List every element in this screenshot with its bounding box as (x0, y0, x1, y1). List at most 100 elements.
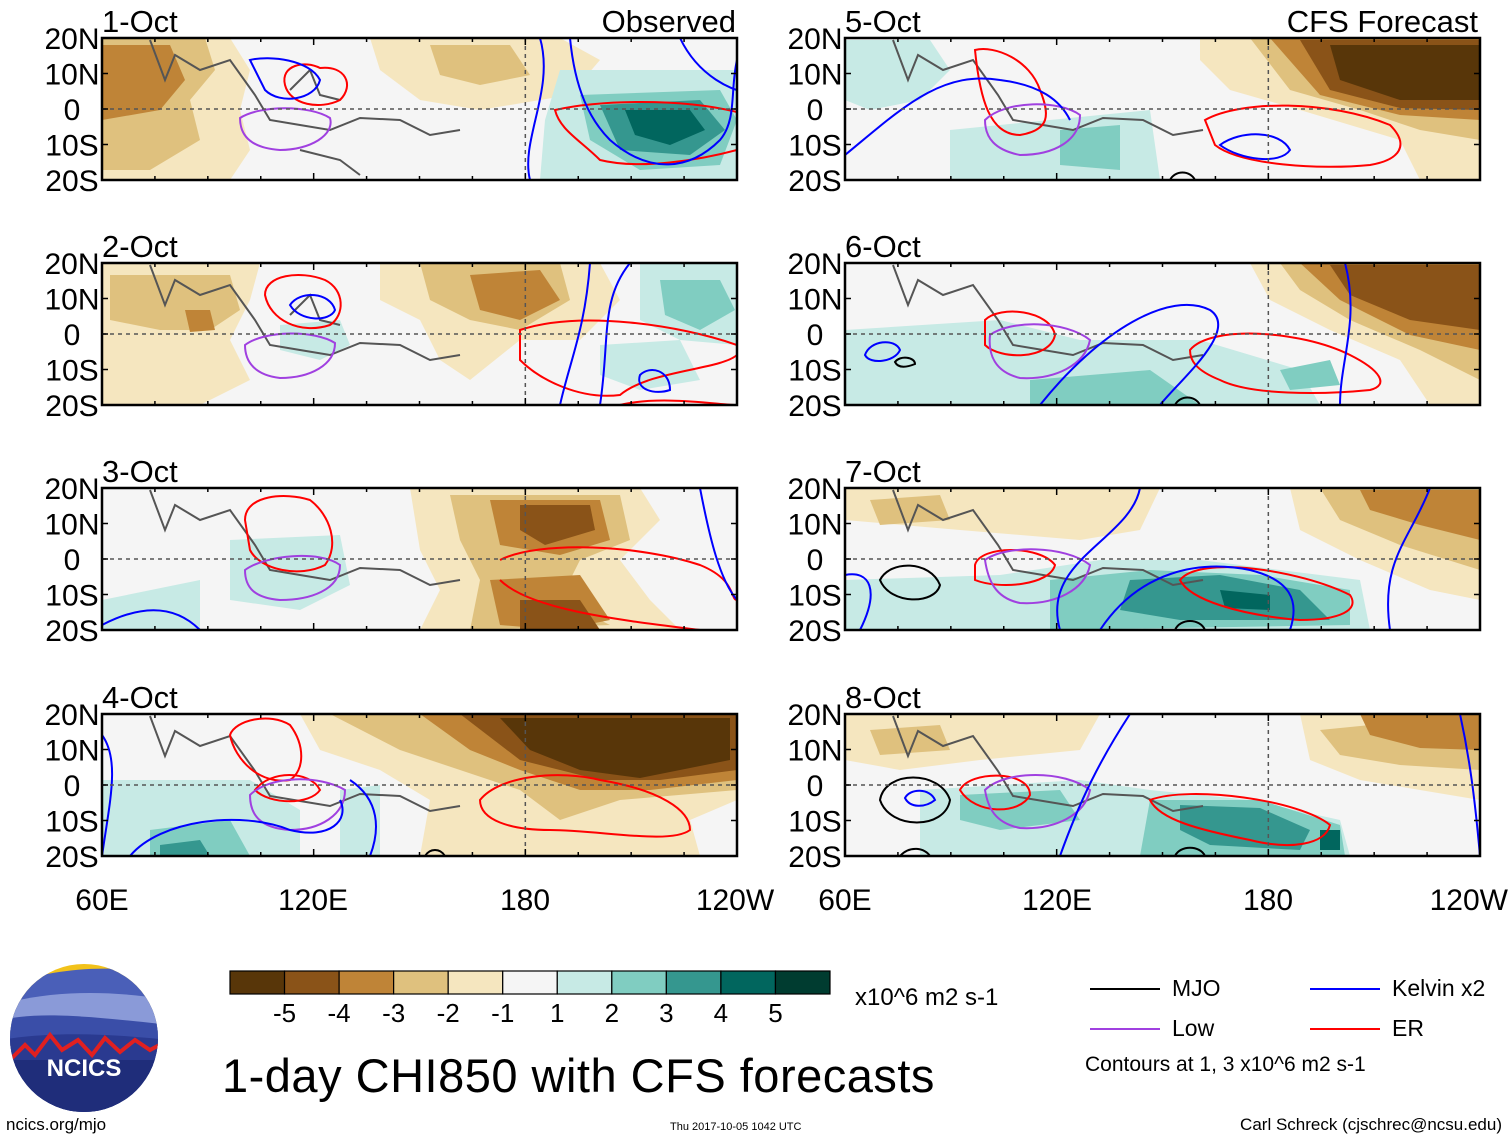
lat-label: 20N (787, 473, 842, 506)
lat-label: 10N (44, 509, 99, 542)
lat-label: 20N (787, 699, 842, 732)
lat-label: 10N (787, 284, 842, 317)
lat-label: 20S (788, 615, 841, 648)
lon-label-120w-right: 120W (1430, 884, 1509, 917)
colorbar: -5 -4 -3 -2 -1 1 2 3 4 5 (229, 970, 831, 1028)
latitude-axis-labels: 20N10N010S20S20N10N010S20S20N10N010S20S2… (44, 23, 842, 874)
panel-label-3-oct: 3-Oct (102, 454, 178, 489)
lat-label: 20S (45, 390, 98, 423)
lat-label: 10N (44, 735, 99, 768)
panel-label-1-oct: 1-Oct (102, 4, 178, 39)
lat-label: 10S (788, 130, 841, 163)
lat-label: 0 (64, 94, 81, 127)
lat-label: 20N (44, 473, 99, 506)
colorbar-tick-label: -5 (273, 998, 296, 1028)
panel-frame (100, 261, 739, 407)
colorbar-tick-label: -3 (382, 998, 405, 1028)
footer-url: ncics.org/mjo (6, 1115, 107, 1134)
colorbar-tick-label: 5 (768, 998, 782, 1028)
lat-label: 20S (788, 165, 841, 198)
lon-label-60e-right: 60E (818, 884, 871, 917)
legend-kelvin-label: Kelvin x2 (1392, 975, 1486, 1001)
colorbar-swatch (229, 970, 286, 995)
lat-label: 20N (787, 248, 842, 281)
map-panel-8-oct (845, 714, 1480, 856)
lat-label: 0 (64, 770, 81, 803)
lat-label: 10S (788, 806, 841, 839)
lat-label: 10S (45, 806, 98, 839)
panel-frame (843, 712, 1482, 858)
lon-label-120e-left: 120E (278, 884, 348, 917)
panel-label-6-oct: 6-Oct (845, 229, 921, 264)
colorbar-tick-label: -4 (328, 998, 351, 1028)
lat-label: 10N (44, 284, 99, 317)
contour-note: Contours at 1, 3 x10^6 m2 s-1 (1085, 1053, 1366, 1076)
lat-label: 20S (45, 165, 98, 198)
lat-label: 10S (45, 580, 98, 613)
lat-label: 0 (807, 770, 824, 803)
map-panel-1-oct (102, 38, 737, 180)
colorbar-tick-label: 1 (550, 998, 564, 1028)
colorbar-swatch (338, 970, 395, 995)
panel-frame (100, 712, 739, 858)
lat-label: 20N (787, 23, 842, 56)
panel-label-7-oct: 7-Oct (845, 454, 921, 489)
lat-label: 10S (45, 130, 98, 163)
footer-author: Carl Schreck (cjschrec@ncsu.edu) (1240, 1115, 1502, 1134)
lon-label-120e-right: 120E (1022, 884, 1092, 917)
legend-er-line (1310, 1027, 1380, 1030)
lon-label-60e-left: 60E (75, 884, 128, 917)
colorbar-swatch (611, 970, 667, 995)
lat-label: 20S (788, 390, 841, 423)
legend-kelvin-line (1310, 987, 1380, 990)
ncics-logo: NCICS (10, 964, 158, 1112)
lon-label-180-left: 180 (500, 884, 550, 917)
panel-label-8-oct: 8-Oct (845, 680, 921, 715)
lat-label: 10N (44, 59, 99, 92)
observed-label: Observed (602, 4, 736, 39)
lat-label: 0 (807, 94, 824, 127)
lat-label: 20S (45, 841, 98, 874)
panel-label-2-oct: 2-Oct (102, 229, 178, 264)
lat-label: 20N (44, 699, 99, 732)
panel-label-5-oct: 5-Oct (845, 4, 921, 39)
colorbar-swatch (665, 970, 722, 995)
lat-label: 10N (787, 59, 842, 92)
colorbar-swatch (502, 970, 558, 995)
lat-label: 0 (807, 319, 824, 352)
logo-text: NCICS (47, 1055, 122, 1082)
lat-label: 10S (788, 355, 841, 388)
lat-label: 20S (45, 615, 98, 648)
map-panel-5-oct (845, 38, 1480, 180)
map-panel-6-oct (845, 263, 1480, 405)
lat-label: 20N (44, 248, 99, 281)
colorbar-swatch (447, 970, 504, 995)
footer-timestamp: Thu 2017-10-05 1042 UTC (670, 1121, 802, 1133)
colorbar-tick-label: 2 (605, 998, 619, 1028)
panel-frame (100, 486, 739, 632)
colorbar-tick-label: 4 (714, 998, 728, 1028)
legend-mjo-label: MJO (1172, 975, 1221, 1001)
lat-label: 10N (787, 735, 842, 768)
panel-frames (100, 36, 1482, 858)
lat-label: 0 (64, 319, 81, 352)
panel-frame (843, 36, 1482, 182)
colorbar-tick-label: -1 (491, 998, 514, 1028)
lat-label: 0 (807, 544, 824, 577)
figure-title: 1-day CHI850 with CFS forecasts (222, 1049, 935, 1102)
legend-mjo: MJO (1090, 975, 1221, 1002)
panel-label-4-oct: 4-Oct (102, 680, 178, 715)
panel-frame (100, 36, 739, 182)
legend-er-label: ER (1392, 1015, 1424, 1041)
panel-frame (843, 486, 1482, 632)
cfs-forecast-label: CFS Forecast (1287, 4, 1479, 39)
legend-low-label: Low (1172, 1015, 1215, 1041)
panel-frame (843, 261, 1482, 407)
legend-er: ER (1310, 1015, 1424, 1042)
colorbar-tick-label: -2 (437, 998, 460, 1028)
legend-mjo-line (1090, 987, 1160, 990)
lon-label-180-right: 180 (1243, 884, 1293, 917)
lat-label: 20N (44, 23, 99, 56)
legend-kelvin: Kelvin x2 (1310, 975, 1485, 1002)
